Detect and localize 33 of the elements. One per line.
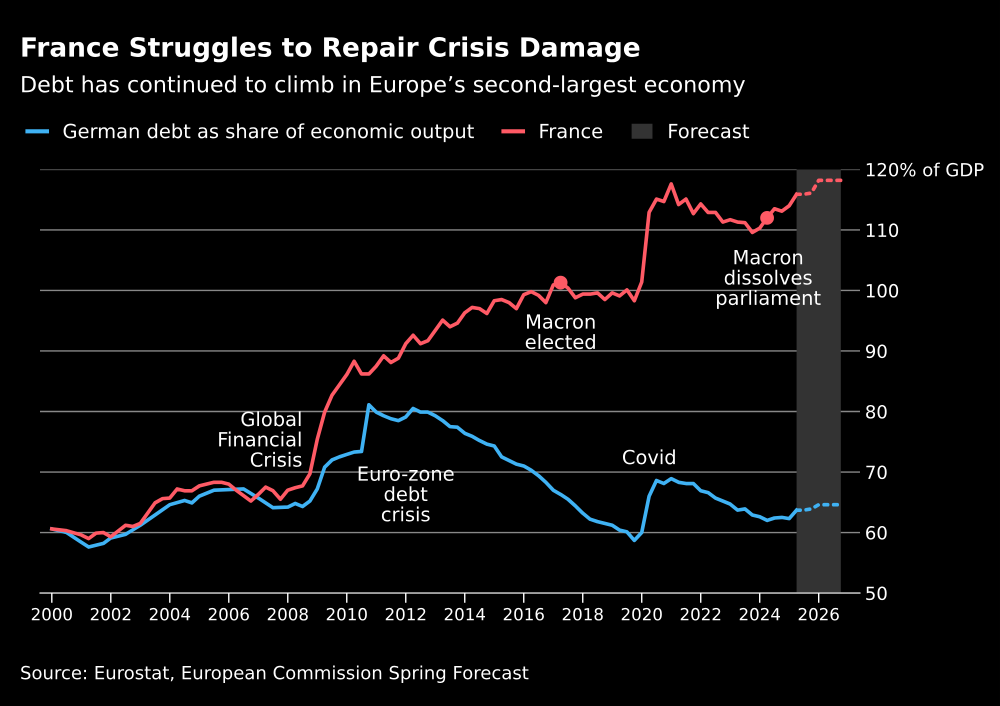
x-tick-label: 2022: [680, 608, 720, 621]
x-tick-label: 2020: [622, 608, 662, 621]
annotation: Euro-zone debt crisis: [358, 466, 454, 522]
x-tick-label: 2010: [326, 608, 367, 621]
legend-label: France: [540, 124, 602, 138]
chart-subtitle: Debt has continued to climb in Europe’s second-largest economy: [22, 75, 745, 97]
x-tick-label: 2006: [208, 608, 249, 621]
chart-title: France Struggles to Repair Crisis Damage: [22, 36, 640, 62]
legend-label: German debt as share of economic output: [64, 123, 474, 142]
x-tick-label: 2014: [444, 608, 486, 621]
annotation: Global Financial Crisis: [219, 411, 302, 467]
y-tick-label: 70: [866, 465, 887, 480]
y-tick-label: 100: [866, 284, 898, 298]
y-tick-label: 50: [866, 586, 887, 600]
annotation: Macron dissolves parliament: [717, 250, 821, 309]
y-tick-label: 90: [866, 344, 887, 358]
y-tick-label: 110: [866, 223, 898, 238]
y-tick-label: 120% of GDP: [866, 162, 984, 177]
source-note: Source: Eurostat, European Commission Spring Forecast: [21, 665, 528, 683]
x-tick-label: 2026: [798, 608, 839, 621]
y-tick-label: 60: [866, 526, 887, 540]
x-tick-label: 2008: [268, 608, 308, 621]
annotation: Covid: [622, 449, 675, 464]
y-tick-label: 80: [866, 404, 887, 419]
legend-label: Forecast: [669, 124, 750, 138]
x-tick-label: 2018: [562, 608, 603, 621]
x-tick-label: 2002: [90, 608, 130, 621]
x-tick-label: 2016: [504, 608, 544, 621]
x-tick-label: 2024: [740, 608, 780, 621]
x-tick-label: 2012: [386, 608, 426, 621]
annotation: Macron elected: [526, 314, 595, 350]
x-tick-label: 2004: [150, 608, 190, 621]
x-tick-label: 2000: [32, 608, 72, 621]
